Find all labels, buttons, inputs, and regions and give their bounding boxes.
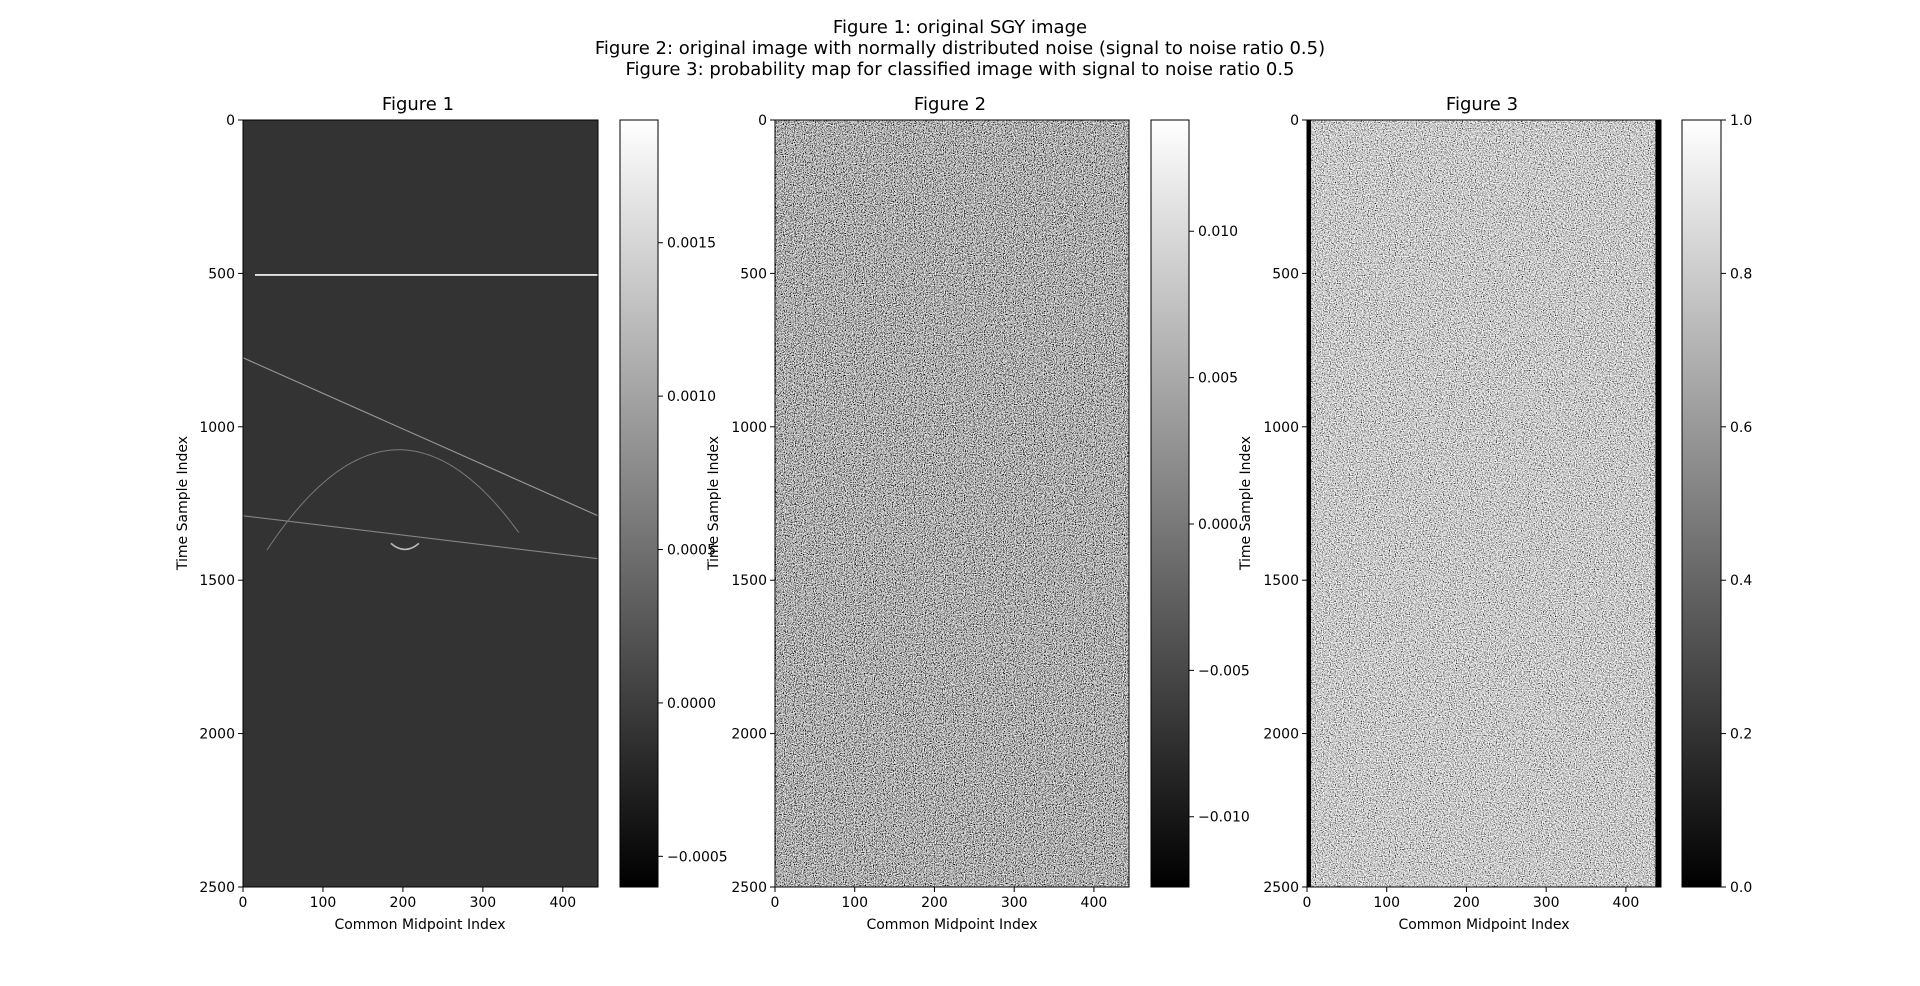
y-tick-label: 1000 [1263, 420, 1299, 436]
x-tick-label: 200 [390, 895, 417, 911]
plot-frame [1306, 119, 1662, 888]
colorbar-tick-label: 0.0005 [667, 543, 716, 559]
suptitle: Figure 1: original SGY image Figure 2: o… [595, 17, 1325, 80]
suptitle-line-2: Figure 2: original image with normally d… [595, 38, 1325, 59]
x-tick-label: 400 [1081, 895, 1108, 911]
heatmap-background [243, 120, 598, 887]
colorbar [1681, 119, 1722, 888]
colorbar-tick-label: 0.010 [1198, 224, 1238, 240]
panel-title: Figure 1 [382, 94, 454, 115]
y-tick-label: 2500 [199, 880, 235, 896]
x-tick-label: 300 [469, 895, 496, 911]
colorbar-ticks: −0.010 −0.005 0.000 0.005 0.010 [1189, 224, 1250, 826]
suptitle-line-3: Figure 3: probability map for classified… [625, 59, 1294, 80]
y-tick-label: 500 [208, 266, 235, 282]
suptitle-line-1: Figure 1: original SGY image [833, 17, 1087, 38]
y-tick-label: 1500 [731, 573, 767, 589]
colorbar-tick-label: 0.005 [1198, 371, 1238, 387]
colorbar-tick-label: 0.4 [1730, 573, 1752, 589]
y-tick-label: 1000 [731, 420, 767, 436]
y-tick-label: 2000 [731, 727, 767, 743]
y-tick-label: 500 [1272, 266, 1299, 282]
x-axis-label: Common Midpoint Index [866, 917, 1037, 933]
x-axis-label: Common Midpoint Index [1398, 917, 1569, 933]
y-tick-label: 0 [758, 113, 767, 129]
colorbar [1150, 119, 1190, 888]
x-tick-label: 0 [771, 895, 780, 911]
colorbar-tick-label: −0.005 [1198, 663, 1250, 679]
panel-figure-3: Figure 3 0 100 200 300 400 0 500 1000 1500 2000 25… [1238, 94, 1752, 933]
lens-reflector [390, 542, 420, 551]
colorbar-tick-label: 0.2 [1730, 727, 1752, 743]
edge-column [1655, 120, 1661, 887]
panel-figure-1: Figure 1 0 100 200 300 400 0 500 1000 1500 2000 25… [175, 94, 728, 933]
colorbar-ticks: 0.0 0.2 0.4 0.6 0.8 1.0 [1721, 113, 1752, 896]
colorbar-tick-label: 0.0000 [667, 696, 716, 712]
colorbar-tick-label: 1.0 [1730, 113, 1752, 129]
y-tick-label: 2500 [1263, 880, 1299, 896]
edge-columns [1307, 120, 1661, 887]
diffraction-curve [266, 449, 520, 551]
colorbar-ticks: −0.0005 0.0000 0.0005 0.0010 0.0015 [658, 236, 728, 865]
axes: 0 100 200 300 400 0 500 1000 1500 2000 2500 [199, 113, 576, 911]
x-tick-label: 300 [1001, 895, 1028, 911]
colorbar-tick-label: 0.000 [1198, 517, 1238, 533]
colorbar [619, 119, 659, 888]
x-tick-label: 0 [1303, 895, 1312, 911]
y-tick-label: 1000 [199, 420, 235, 436]
y-axis-label: Time Sample Index [1238, 436, 1254, 571]
colorbar-tick-label: 0.0015 [667, 236, 716, 252]
y-axis-label: Time Sample Index [706, 436, 722, 571]
plot-frame [774, 119, 1130, 888]
y-tick-label: 500 [740, 266, 767, 282]
edge-column [1307, 120, 1311, 887]
x-tick-label: 300 [1533, 895, 1560, 911]
noise-heatmap [775, 120, 1129, 887]
y-tick-label: 0 [226, 113, 235, 129]
colorbar-tick-label: 0.0010 [667, 389, 716, 405]
reflector-line [242, 357, 599, 517]
reflector-group [242, 274, 599, 560]
x-axis-label: Common Midpoint Index [334, 917, 505, 933]
panel-title: Figure 2 [914, 94, 986, 115]
x-tick-label: 200 [921, 895, 948, 911]
x-tick-label: 0 [239, 895, 248, 911]
axes: 0 100 200 300 400 0 500 1000 1500 2000 2500 [731, 113, 1107, 911]
y-tick-label: 2000 [1263, 727, 1299, 743]
x-tick-label: 100 [310, 895, 337, 911]
panel-figure-2: Figure 2 0 100 200 300 400 0 500 1000 1500 2000 25… [706, 94, 1250, 933]
colorbar-tick-label: −0.0005 [667, 849, 728, 865]
plot-frame [242, 119, 599, 888]
colorbar-tick-label: 0.6 [1730, 420, 1752, 436]
colorbar-tick-label: 0.8 [1730, 266, 1752, 282]
y-tick-label: 1500 [1263, 573, 1299, 589]
x-tick-label: 200 [1453, 895, 1480, 911]
y-tick-label: 0 [1290, 113, 1299, 129]
reflector-line [242, 515, 599, 560]
y-axis-label: Time Sample Index [175, 436, 191, 571]
y-tick-label: 1500 [199, 573, 235, 589]
x-tick-label: 100 [841, 895, 868, 911]
y-tick-label: 2000 [199, 727, 235, 743]
x-tick-label: 400 [549, 895, 576, 911]
y-tick-label: 2500 [731, 880, 767, 896]
colorbar-tick-label: −0.010 [1198, 810, 1250, 826]
probability-heatmap [1307, 120, 1661, 887]
axes: 0 100 200 300 400 0 500 1000 1500 2000 2500 [1263, 113, 1639, 911]
x-tick-label: 100 [1373, 895, 1400, 911]
colorbar-tick-label: 0.0 [1730, 880, 1752, 896]
x-tick-label: 400 [1613, 895, 1640, 911]
panel-title: Figure 3 [1446, 94, 1518, 115]
